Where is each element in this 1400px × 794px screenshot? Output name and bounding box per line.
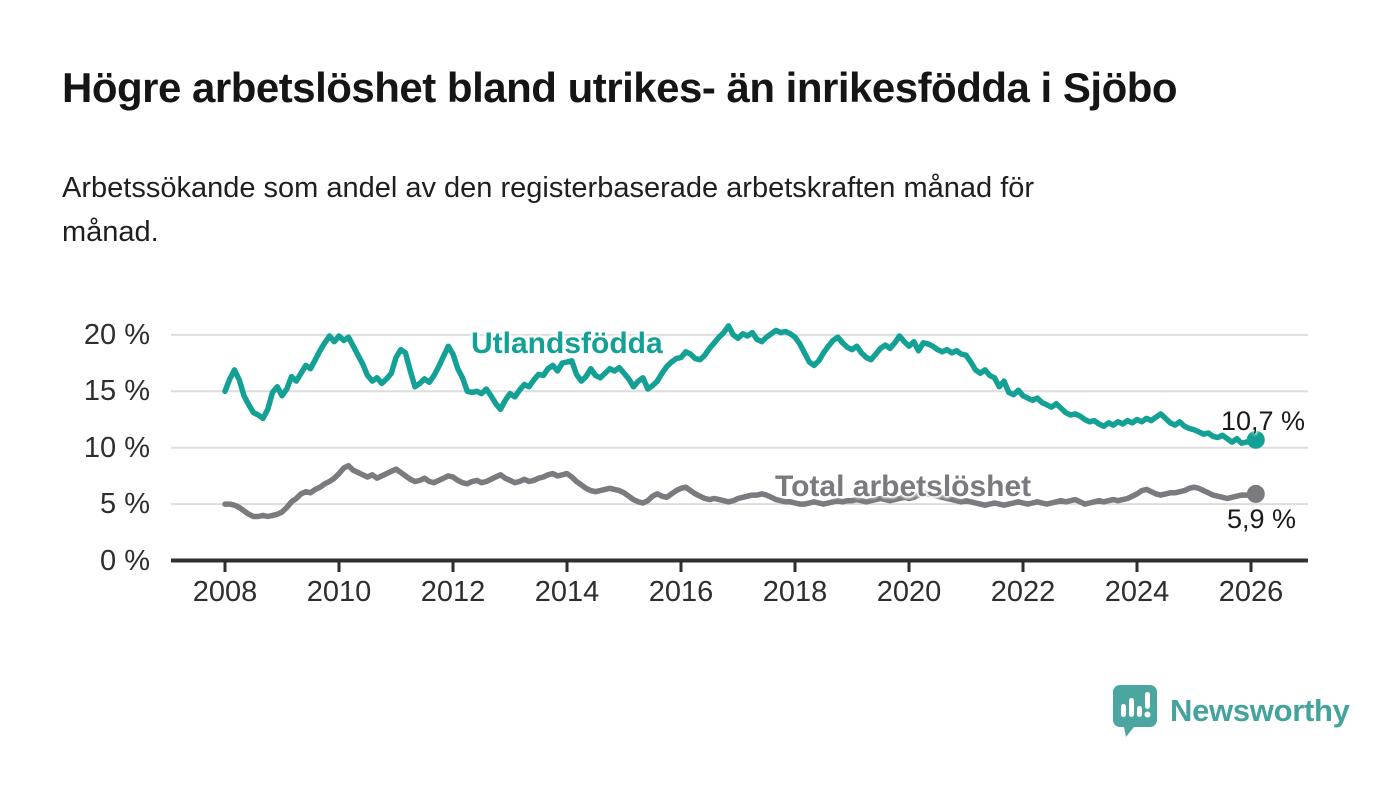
end-value-label-utlandsfodda: 10,7 % (1221, 406, 1306, 436)
x-tick-label-2016: 2016 (648, 576, 714, 608)
end-value-label-total-arbetsloshet: 5,9 % (1227, 504, 1297, 534)
newsworthy-logo-text: Newsworthy (1170, 693, 1350, 728)
x-tick-label-2008: 2008 (192, 576, 258, 608)
chart-subtitle: Arbetssökande som andel av den registerb… (62, 166, 1034, 254)
x-tick-label-2026: 2026 (1218, 576, 1284, 608)
subtitle-line-1: Arbetssökande som andel av den registerb… (62, 172, 1035, 204)
x-tick-label-2018: 2018 (762, 576, 828, 608)
x-tick-label-2020: 2020 (876, 576, 942, 608)
x-tick-label-2024: 2024 (1104, 576, 1170, 608)
series-line-total-arbetsloshet (222, 462, 1259, 520)
y-tick-label-15: 15 % (83, 375, 150, 408)
series-line-utlandsfodda (222, 323, 1259, 446)
x-tick-label-2010: 2010 (306, 576, 372, 608)
y-tick-label-0: 0 % (100, 544, 150, 577)
y-tick-label-5: 5 % (100, 488, 150, 521)
bar-chart-speech-bubble-icon (1113, 685, 1157, 737)
x-axis-tick-marks (223, 560, 1253, 572)
chart-title: Högre arbetslöshet bland utrikes- än inr… (62, 64, 1178, 111)
y-tick-label-10: 10 % (83, 431, 150, 464)
subtitle-line-2: månad. (62, 216, 159, 248)
y-tick-label-20: 20 % (83, 318, 150, 351)
newsworthy-logo: Newsworthy (1112, 684, 1350, 738)
x-tick-label-2022: 2022 (990, 576, 1056, 608)
series-label-total-arbetsloshet: Total arbetslöshet (775, 470, 1032, 503)
series-end-dot-total-arbetsloshet (1246, 484, 1265, 503)
series-end-dot-utlandsfodda (1246, 430, 1265, 449)
series-label-utlandsfodda: Utlandsfödda (471, 327, 663, 360)
x-tick-label-2012: 2012 (420, 576, 486, 608)
x-tick-label-2014: 2014 (534, 576, 600, 608)
